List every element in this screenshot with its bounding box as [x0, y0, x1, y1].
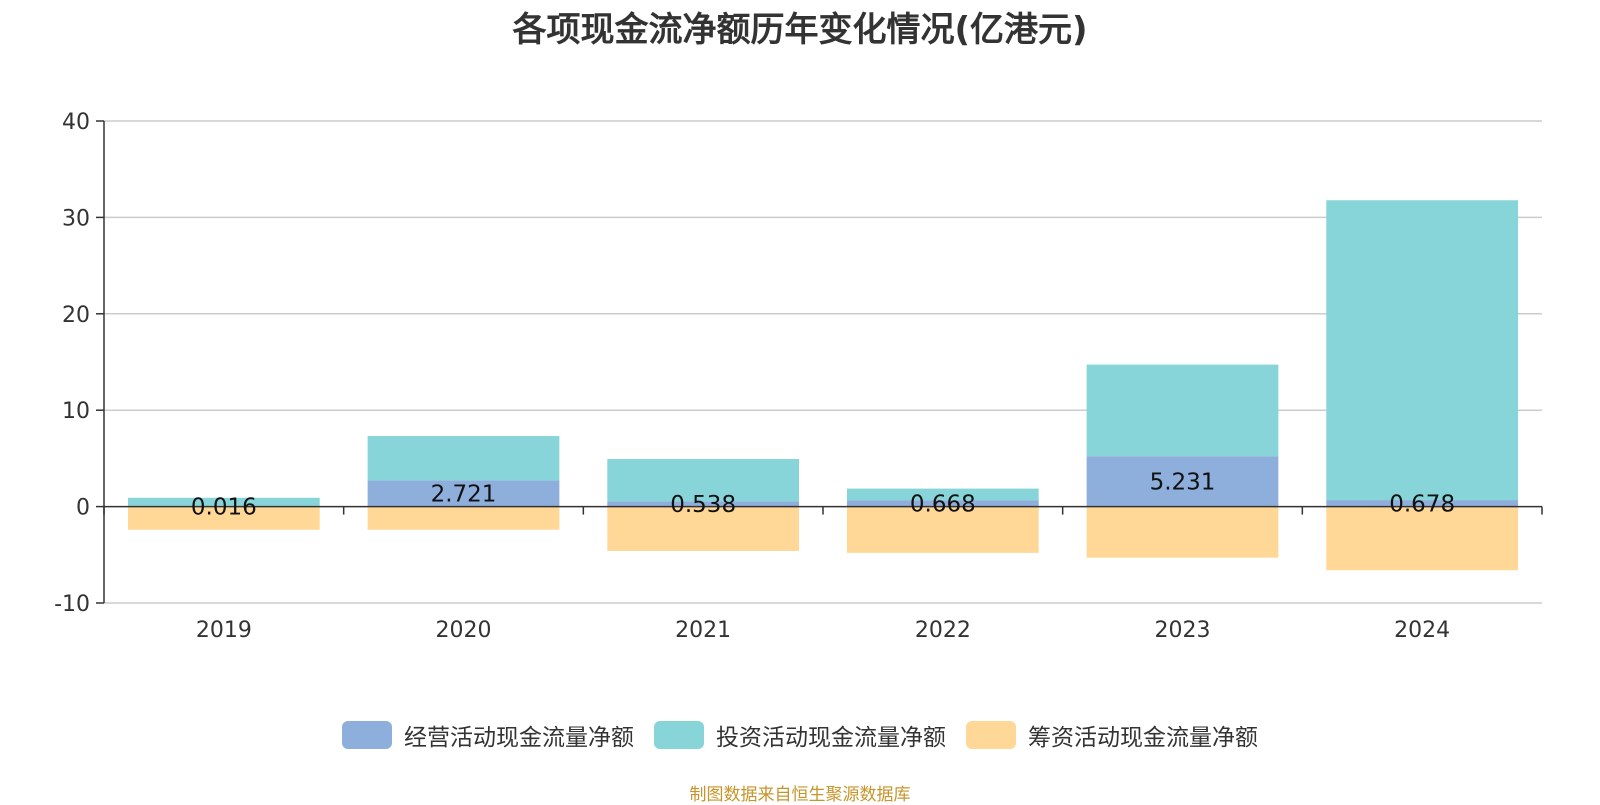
legend-label: 投资活动现金流量净额 — [716, 725, 946, 751]
bar-1 — [1326, 500, 1519, 507]
legend-item[interactable]: 投资活动现金流量净额 — [654, 718, 946, 752]
bar-2 — [1086, 364, 1279, 457]
bar-2 — [607, 458, 800, 502]
x-tick-label: 2019 — [196, 618, 252, 643]
data-label: 0.016 — [191, 495, 257, 521]
y-tick-label: 20 — [62, 303, 90, 328]
data-label: 0.538 — [670, 492, 736, 518]
chart-title: 各项现金流净额历年变化情况(亿港元) — [512, 10, 1088, 50]
legend-item[interactable]: 筹资活动现金流量净额 — [966, 718, 1258, 752]
x-tick-label: 2020 — [436, 618, 492, 643]
bar-3 — [846, 506, 1039, 553]
bar-2 — [367, 436, 560, 481]
bar-2 — [846, 488, 1039, 501]
data-label: 0.668 — [910, 491, 976, 517]
y-tick-label: -10 — [54, 592, 90, 617]
y-tick-label: 0 — [76, 496, 90, 521]
legend-item[interactable]: 经营活动现金流量净额 — [342, 718, 634, 752]
data-label: 2.721 — [431, 481, 497, 507]
legend-label: 经营活动现金流量净额 — [404, 725, 634, 751]
y-tick-label: 30 — [62, 206, 90, 231]
bar-3 — [607, 506, 800, 551]
legend-label: 筹资活动现金流量净额 — [1028, 725, 1258, 751]
x-tick-label: 2024 — [1394, 618, 1450, 643]
data-label: 5.231 — [1150, 469, 1216, 495]
legend-swatch — [654, 721, 704, 749]
bar-1 — [607, 501, 800, 507]
bar-3 — [127, 506, 320, 530]
x-tick-label: 2021 — [675, 618, 731, 643]
x-tick-label: 2023 — [1155, 618, 1211, 643]
legend: 经营活动现金流量净额 投资活动现金流量净额 筹资活动现金流量净额 — [0, 718, 1600, 752]
bar-1 — [1086, 456, 1279, 507]
bar-3 — [367, 506, 560, 530]
source-note: 制图数据来自恒生聚源数据库 — [689, 785, 911, 805]
legend-swatch — [342, 721, 392, 749]
bar-3 — [1326, 506, 1519, 571]
bar-1 — [846, 500, 1039, 507]
bar-2 — [1326, 200, 1519, 501]
data-label: 0.678 — [1389, 491, 1455, 517]
bar-1 — [367, 480, 560, 507]
legend-swatch — [966, 721, 1016, 749]
bar-3 — [1086, 506, 1279, 558]
y-tick-label: 40 — [62, 110, 90, 135]
y-tick-label: 10 — [62, 399, 90, 424]
bar-2 — [127, 497, 320, 507]
x-tick-label: 2022 — [915, 618, 971, 643]
